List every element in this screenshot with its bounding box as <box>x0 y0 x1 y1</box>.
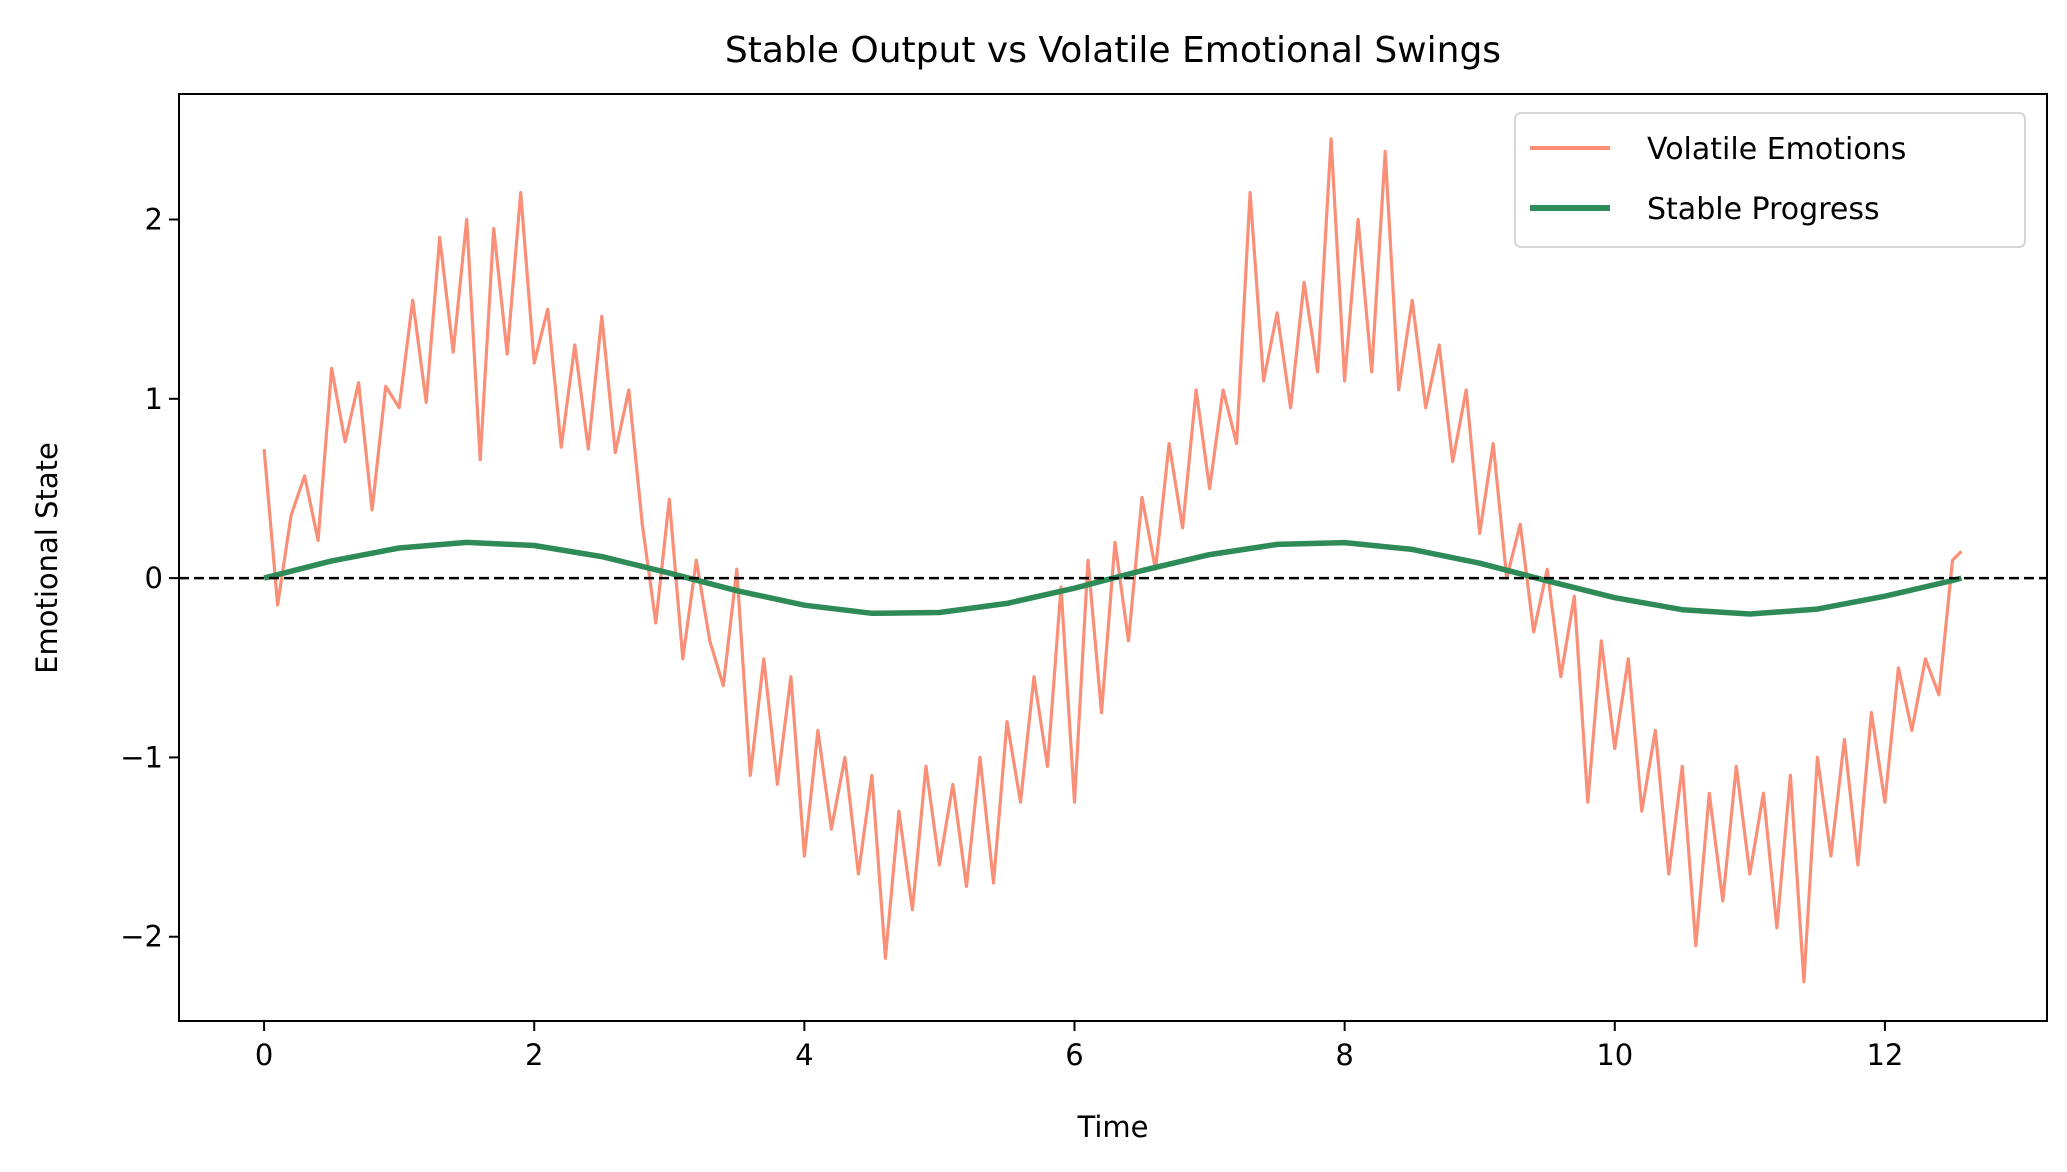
x-axis: 0 2 4 6 8 10 12 <box>255 1021 1903 1072</box>
x-tick-label: 4 <box>795 1038 813 1072</box>
y-tick-label: 2 <box>145 203 163 237</box>
x-axis-label: Time <box>1077 1110 1149 1144</box>
legend: Volatile Emotions Stable Progress <box>1514 112 2026 248</box>
series-line-volatile-emotions <box>262 137 1963 984</box>
legend-label-volatile: Volatile Emotions <box>1647 132 1906 167</box>
y-tick-label: 1 <box>145 382 163 416</box>
x-tick-label: 6 <box>1065 1038 1083 1072</box>
x-tick-label: 0 <box>255 1038 273 1072</box>
x-tick-label: 12 <box>1866 1038 1903 1072</box>
y-tick-label: −1 <box>120 740 163 774</box>
x-tick-label: 8 <box>1335 1038 1353 1072</box>
series-group <box>179 137 2047 984</box>
chart-title: Stable Output vs Volatile Emotional Swin… <box>725 30 1501 71</box>
y-tick-label: 0 <box>145 561 163 595</box>
axes-frame <box>178 93 2048 1022</box>
legend-label-stable: Stable Progress <box>1647 192 1880 227</box>
plot-area <box>179 137 2047 984</box>
y-tick-label: −2 <box>120 920 163 954</box>
series-line-stable-progress <box>263 539 1963 617</box>
x-tick-label: 2 <box>525 1038 543 1072</box>
x-tick-label: 10 <box>1596 1038 1633 1072</box>
y-axis: −2 −1 0 1 2 <box>120 203 179 954</box>
legend-box <box>1514 112 2026 248</box>
y-axis-label: Emotional State <box>30 442 64 674</box>
